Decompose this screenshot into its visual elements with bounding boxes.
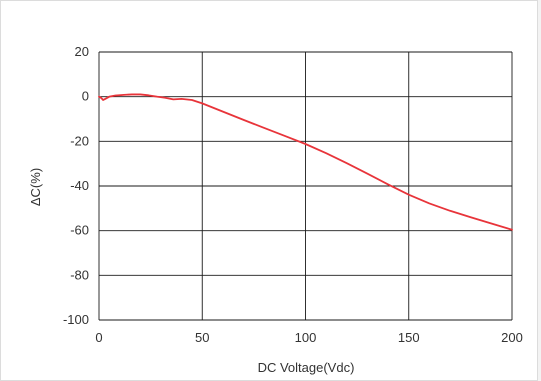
x-tick-label: 150 — [398, 330, 420, 345]
x-tick-label: 0 — [95, 330, 102, 345]
series-line — [98, 93, 513, 231]
series-layer — [98, 93, 513, 231]
y-tick-label: 0 — [82, 89, 89, 104]
y-tick-label: -20 — [70, 133, 89, 148]
x-tick-label: 50 — [195, 330, 209, 345]
grid — [98, 51, 513, 321]
y-tick-label: 20 — [75, 44, 89, 59]
y-tick-label: -60 — [70, 223, 89, 238]
x-tick-label: 100 — [295, 330, 317, 345]
y-tick-label: -40 — [70, 178, 89, 193]
y-axis-label: ΔC(%) — [28, 168, 43, 206]
y-tick-label: -100 — [63, 312, 89, 327]
y-tick-label: -80 — [70, 267, 89, 282]
x-tick-label: 200 — [501, 330, 523, 345]
x-axis-label: DC Voltage(Vdc) — [258, 360, 355, 375]
